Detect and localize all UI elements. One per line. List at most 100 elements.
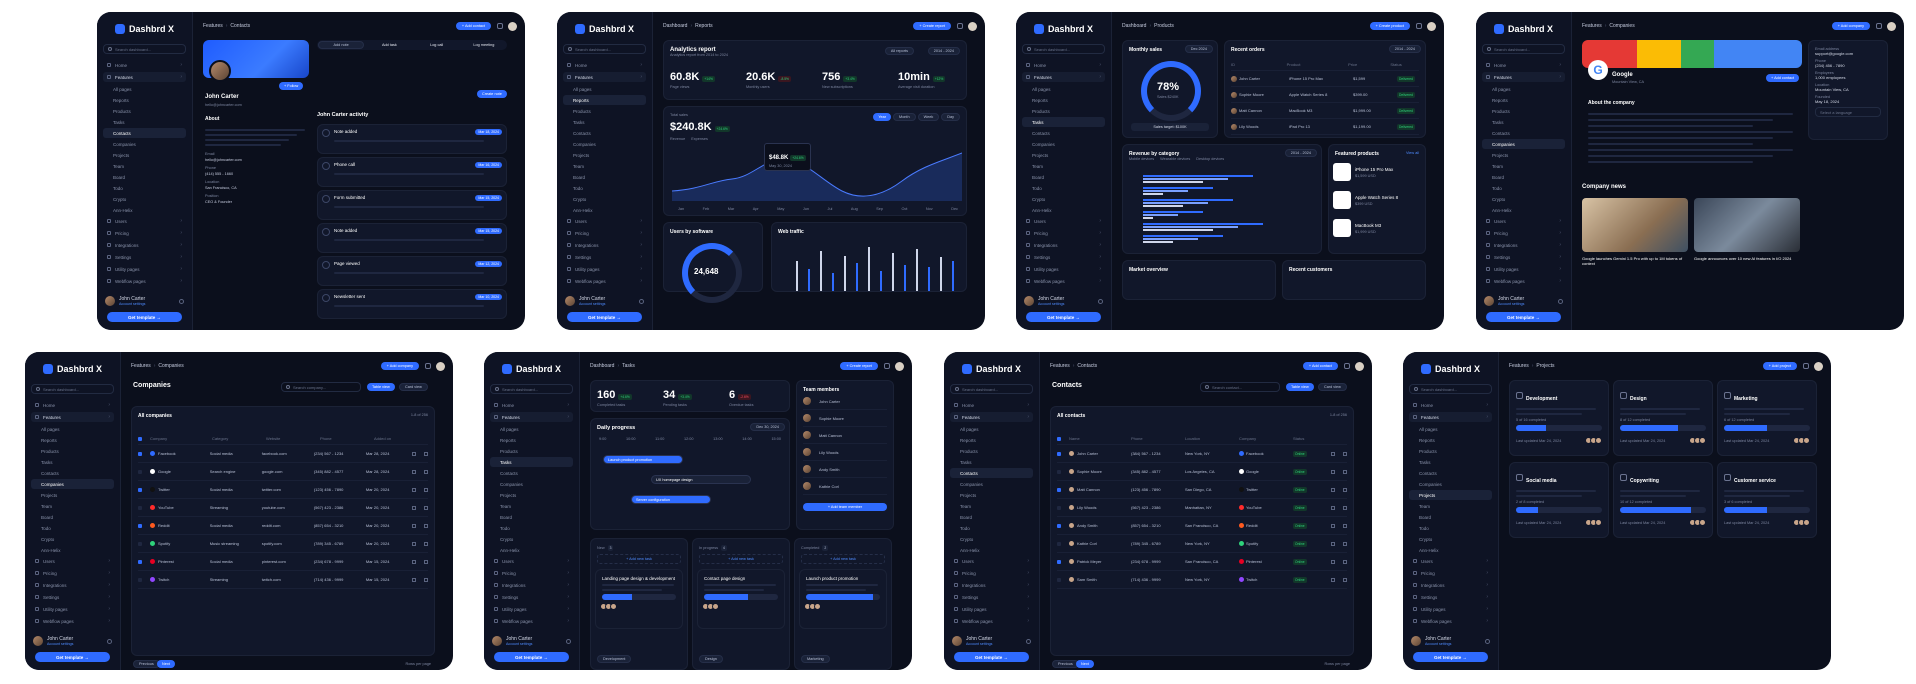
delete-icon[interactable] — [424, 469, 429, 474]
project-card[interactable]: Development 5 of 16 completed Last updated… — [1509, 380, 1609, 456]
project-card[interactable]: Social media 2 of 8 completed Last updated… — [1509, 462, 1609, 538]
team-member[interactable]: Matt Cannon — [803, 427, 887, 444]
range-week[interactable]: Week — [917, 113, 940, 121]
primary-action-button[interactable]: + Add project — [1762, 362, 1797, 370]
previous-button[interactable]: Previous — [133, 660, 160, 668]
range-month[interactable]: Month — [893, 113, 916, 121]
sidebar-subitem[interactable]: Companies — [490, 479, 573, 489]
add-member-button[interactable]: + Add team member — [803, 503, 887, 511]
sidebar-item[interactable]: Pricing › — [1409, 568, 1492, 578]
sidebar-subitem[interactable]: Contacts — [1409, 468, 1492, 478]
search-input[interactable]: Search dashboard... — [1409, 384, 1492, 394]
table-row[interactable]: Patrick Meyer (234) 678 - 9999 San Francis… — [1057, 553, 1347, 571]
news-image[interactable] — [1694, 198, 1800, 252]
get-template-button[interactable]: Get template → — [494, 652, 569, 662]
sidebar-item[interactable]: Utility pages › — [490, 604, 573, 614]
sidebar-item[interactable]: Settings › — [950, 592, 1033, 602]
sidebar-item[interactable]: Webflow pages › — [1482, 276, 1565, 286]
team-member[interactable]: Kathie Corl — [803, 478, 887, 495]
sidebar-subitem[interactable]: All pages — [1409, 424, 1492, 434]
delete-icon[interactable] — [1343, 523, 1347, 528]
search-input[interactable]: Search dashboard... — [1022, 44, 1105, 54]
sidebar-subitem[interactable]: Contacts — [31, 468, 114, 478]
sidebar-item[interactable]: Settings › — [1409, 592, 1492, 602]
bell-icon[interactable] — [425, 363, 431, 369]
sidebar-item[interactable]: Home › — [31, 400, 114, 410]
sidebar-item[interactable]: Pricing › — [31, 568, 114, 578]
sidebar-subitem[interactable]: Ann-Helix — [1409, 545, 1492, 555]
sidebar-subitem[interactable]: All pages — [103, 84, 186, 94]
sidebar-item[interactable]: Features › — [563, 72, 646, 82]
edit-icon[interactable] — [1331, 559, 1335, 564]
avatar[interactable] — [436, 361, 445, 371]
gear-icon[interactable] — [1098, 298, 1103, 304]
sidebar-subitem[interactable]: Team — [31, 501, 114, 511]
sidebar-subitem[interactable]: Reports — [563, 95, 646, 105]
task-card[interactable]: Landing page design & development — [595, 569, 683, 629]
breadcrumb-1[interactable]: Features — [1050, 363, 1070, 369]
edit-icon[interactable] — [412, 487, 417, 492]
bell-icon[interactable] — [497, 23, 503, 29]
delete-icon[interactable] — [1343, 451, 1347, 456]
sidebar-item[interactable]: Features › — [1409, 412, 1492, 422]
gear-icon[interactable] — [566, 638, 571, 644]
sidebar-subitem[interactable]: Todo — [103, 183, 186, 193]
sidebar-item[interactable]: Webflow pages › — [1022, 276, 1105, 286]
row-checkbox[interactable] — [1057, 523, 1061, 528]
sidebar-item[interactable]: Integrations › — [563, 240, 646, 250]
row-checkbox[interactable] — [138, 469, 142, 474]
tab-log-call[interactable]: Log call — [430, 43, 444, 47]
order-row[interactable]: Sophie Moore Apple Watch Series 8 $399.00 D… — [1231, 87, 1419, 103]
sidebar-item[interactable]: Integrations › — [31, 580, 114, 590]
task-card[interactable]: Launch product promotion — [799, 569, 887, 629]
table-view-button[interactable]: Table view — [367, 383, 395, 391]
sidebar-subitem[interactable]: Tasks — [490, 457, 573, 467]
delete-icon[interactable] — [424, 487, 429, 492]
sidebar-subitem[interactable]: Products — [31, 446, 114, 456]
get-template-button[interactable]: Get template → — [1413, 652, 1488, 662]
sidebar-subitem[interactable]: Todo — [31, 523, 114, 533]
activity-item[interactable]: Page viewed Mar 12, 2024 — [317, 256, 507, 286]
table-row[interactable]: Google Search engine google.com (345) 882 -… — [138, 463, 429, 481]
sidebar-subitem[interactable]: Tasks — [31, 457, 114, 467]
sidebar-subitem[interactable]: Board — [563, 172, 646, 182]
search-input[interactable]: Search dashboard... — [31, 384, 114, 394]
sidebar-subitem[interactable]: Team — [1409, 501, 1492, 511]
bell-icon[interactable] — [957, 23, 963, 29]
sidebar-item[interactable]: Integrations › — [490, 580, 573, 590]
bell-icon[interactable] — [1416, 23, 1422, 29]
sidebar-subitem[interactable]: Projects — [1409, 490, 1492, 500]
sidebar-subitem[interactable]: All pages — [563, 84, 646, 94]
sidebar-subitem[interactable]: Reports — [1409, 435, 1492, 445]
primary-action-button[interactable]: + Add contact — [455, 22, 491, 30]
sidebar-subitem[interactable]: Todo — [1409, 523, 1492, 533]
sidebar-subitem[interactable]: Companies — [1482, 139, 1565, 149]
sidebar-subitem[interactable]: Contacts — [950, 468, 1033, 478]
sidebar-subitem[interactable]: Projects — [31, 490, 114, 500]
range-year[interactable]: Year — [873, 113, 892, 121]
sidebar-subitem[interactable]: Crypto — [1409, 534, 1492, 544]
sidebar-item[interactable]: Integrations › — [1022, 240, 1105, 250]
row-checkbox[interactable] — [1057, 505, 1061, 510]
breadcrumb-1[interactable]: Features — [131, 363, 151, 369]
sidebar-subitem[interactable]: Board — [950, 512, 1033, 522]
rev-range[interactable]: 2014 - 2024 — [1284, 149, 1317, 157]
sidebar-item[interactable]: Users › — [31, 556, 114, 566]
sidebar-item[interactable]: Settings › — [1022, 252, 1105, 262]
sidebar-subitem[interactable]: Reports — [950, 435, 1033, 445]
edit-icon[interactable] — [1331, 523, 1335, 528]
table-row[interactable]: Lily Woods (567) 423 - 2386 Manhattan, NY Y… — [1057, 499, 1347, 517]
sidebar-subitem[interactable]: Crypto — [563, 194, 646, 204]
sidebar-subitem[interactable]: Tasks — [1482, 117, 1565, 127]
edit-icon[interactable] — [1331, 451, 1335, 456]
project-card[interactable]: Marketing 6 of 12 completed Last updated M… — [1717, 380, 1817, 456]
sidebar-item[interactable]: Pricing › — [1022, 228, 1105, 238]
row-checkbox[interactable] — [1057, 451, 1061, 456]
search-input[interactable]: Search dashboard... — [950, 384, 1033, 394]
table-row[interactable]: Matt Cannon (123) 456 - 7890 San Diego, CA… — [1057, 481, 1347, 499]
sidebar-subitem[interactable]: Crypto — [1022, 194, 1105, 204]
table-row[interactable]: John Carter (384) 567 - 1234 New York, NY F… — [1057, 445, 1347, 463]
sidebar-subitem[interactable]: Board — [1022, 172, 1105, 182]
sidebar-item[interactable]: Home › — [1409, 400, 1492, 410]
search-input[interactable]: Search dashboard... — [1482, 44, 1565, 54]
